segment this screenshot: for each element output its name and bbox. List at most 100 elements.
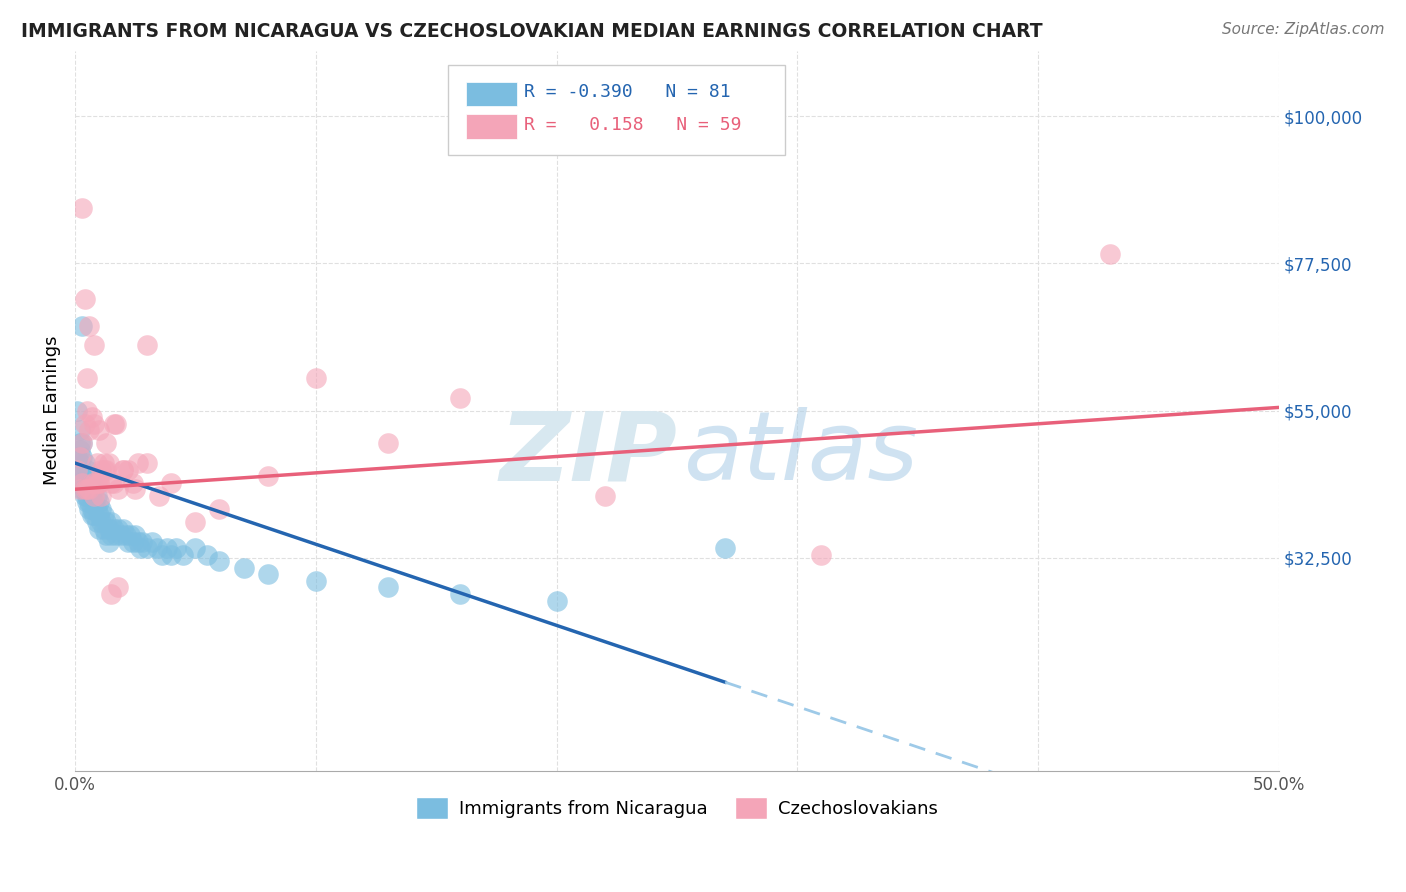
Point [110, 528, 132, 542]
Point [79, 469, 101, 483]
Point [69, 436, 91, 450]
Point [93, 462, 115, 476]
Point [90, 489, 112, 503]
Point [148, 489, 170, 503]
Text: Source: ZipAtlas.com: Source: ZipAtlas.com [1222, 22, 1385, 37]
Point [73, 417, 96, 431]
Point [172, 548, 194, 562]
Point [66, 475, 89, 490]
Text: R = -0.390   N = 81: R = -0.390 N = 81 [524, 84, 731, 102]
Point [83, 338, 105, 352]
Point [80, 475, 103, 490]
Point [120, 528, 142, 542]
Point [232, 561, 254, 575]
Point [100, 475, 122, 490]
Point [546, 593, 568, 607]
Point [449, 587, 471, 601]
Point [127, 456, 149, 470]
Point [184, 515, 207, 529]
Point [86, 515, 108, 529]
Point [70, 318, 93, 333]
Point [76, 495, 98, 509]
FancyBboxPatch shape [467, 82, 517, 106]
Point [86, 489, 108, 503]
Point [117, 534, 139, 549]
Point [73, 293, 96, 307]
Point [87, 475, 110, 490]
Point [76, 371, 98, 385]
Point [79, 482, 101, 496]
Point [103, 475, 125, 490]
Point [80, 475, 103, 490]
Point [87, 521, 110, 535]
Point [73, 469, 96, 483]
Point [70, 436, 93, 450]
Point [593, 489, 616, 503]
Point [150, 548, 173, 562]
Point [112, 521, 135, 535]
Point [86, 475, 108, 490]
Point [121, 475, 143, 490]
Point [86, 501, 108, 516]
FancyBboxPatch shape [449, 65, 786, 155]
Text: R =   0.158   N = 59: R = 0.158 N = 59 [524, 116, 741, 134]
Point [305, 371, 328, 385]
Point [103, 521, 125, 535]
Point [131, 534, 153, 549]
Point [208, 554, 231, 568]
Point [107, 521, 129, 535]
Point [112, 462, 135, 476]
Point [146, 541, 169, 556]
Point [141, 534, 163, 549]
Point [90, 462, 112, 476]
Point [104, 528, 127, 542]
Point [112, 462, 135, 476]
Point [69, 442, 91, 457]
Point [80, 508, 103, 523]
Point [100, 587, 122, 601]
Point [80, 501, 103, 516]
Point [87, 495, 110, 509]
Point [76, 482, 98, 496]
Point [107, 482, 129, 496]
Text: IMMIGRANTS FROM NICARAGUA VS CZECHOSLOVAKIAN MEDIAN EARNINGS CORRELATION CHART: IMMIGRANTS FROM NICARAGUA VS CZECHOSLOVA… [21, 22, 1043, 41]
Point [136, 541, 159, 556]
Point [160, 548, 183, 562]
Point [87, 475, 110, 490]
Point [70, 475, 93, 490]
Point [76, 403, 98, 417]
Y-axis label: Median Earnings: Median Earnings [44, 336, 60, 485]
Point [93, 508, 115, 523]
Point [184, 541, 207, 556]
Point [93, 521, 115, 535]
Point [256, 567, 278, 582]
Point [127, 534, 149, 549]
Point [1099, 246, 1122, 260]
Point [90, 515, 112, 529]
Point [90, 501, 112, 516]
Point [124, 482, 146, 496]
Point [70, 475, 93, 490]
Point [80, 410, 103, 425]
Point [66, 462, 89, 476]
Point [83, 475, 105, 490]
Point [70, 436, 93, 450]
Point [97, 534, 120, 549]
Point [136, 456, 159, 470]
Point [83, 508, 105, 523]
Point [83, 489, 105, 503]
Point [714, 541, 737, 556]
FancyBboxPatch shape [467, 114, 517, 138]
Point [73, 482, 96, 496]
Point [79, 501, 101, 516]
Point [97, 521, 120, 535]
Point [69, 469, 91, 483]
Point [124, 528, 146, 542]
Point [79, 423, 101, 437]
Point [83, 417, 105, 431]
Point [83, 482, 105, 496]
Legend: Immigrants from Nicaragua, Czechoslovakians: Immigrants from Nicaragua, Czechoslovaki… [409, 790, 945, 827]
Point [66, 403, 89, 417]
Point [70, 482, 93, 496]
Point [107, 581, 129, 595]
